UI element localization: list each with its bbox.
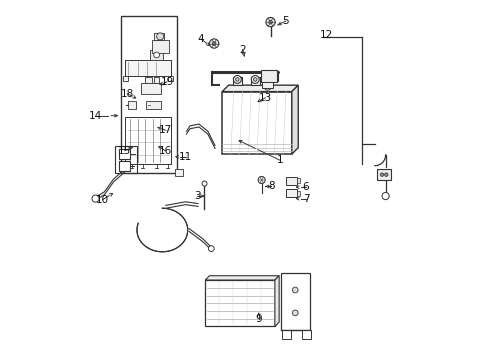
Circle shape bbox=[202, 181, 206, 186]
Circle shape bbox=[381, 193, 388, 200]
Text: 9: 9 bbox=[255, 314, 262, 324]
Text: 19: 19 bbox=[160, 77, 173, 87]
Bar bbox=[127, 102, 135, 109]
Text: 7: 7 bbox=[302, 194, 308, 203]
Text: 13: 13 bbox=[258, 93, 271, 103]
Circle shape bbox=[253, 78, 257, 81]
Bar bbox=[145, 77, 151, 83]
Bar bbox=[123, 76, 128, 81]
Circle shape bbox=[235, 78, 239, 81]
Circle shape bbox=[153, 52, 159, 58]
Bar bbox=[285, 189, 296, 197]
Text: 3: 3 bbox=[194, 191, 200, 201]
Bar bbox=[377, 169, 390, 180]
Bar bbox=[121, 16, 176, 173]
Circle shape bbox=[384, 173, 387, 176]
Text: 15: 15 bbox=[118, 146, 131, 156]
Bar bbox=[141, 83, 160, 94]
Circle shape bbox=[292, 287, 298, 293]
Circle shape bbox=[380, 173, 383, 176]
Circle shape bbox=[233, 76, 241, 84]
Text: 8: 8 bbox=[267, 181, 274, 192]
Bar bbox=[151, 40, 168, 53]
Bar bbox=[285, 177, 296, 185]
Bar bbox=[119, 161, 130, 171]
Bar bbox=[250, 77, 259, 85]
Text: 2: 2 bbox=[239, 45, 245, 55]
Bar bbox=[124, 117, 171, 164]
Bar bbox=[296, 178, 300, 183]
Bar bbox=[154, 77, 159, 83]
Text: 14: 14 bbox=[88, 111, 102, 121]
Polygon shape bbox=[205, 276, 279, 280]
Bar bbox=[281, 330, 290, 339]
Text: 1: 1 bbox=[276, 156, 283, 165]
Bar bbox=[119, 149, 130, 158]
Text: 5: 5 bbox=[282, 16, 289, 26]
Text: 12: 12 bbox=[319, 30, 333, 40]
Text: 17: 17 bbox=[158, 125, 171, 135]
Circle shape bbox=[208, 246, 214, 251]
Bar bbox=[232, 77, 242, 85]
Bar bbox=[301, 330, 310, 339]
Bar bbox=[150, 50, 163, 60]
Circle shape bbox=[212, 42, 216, 45]
Bar bbox=[296, 191, 300, 196]
Text: 11: 11 bbox=[179, 152, 192, 162]
Circle shape bbox=[251, 76, 259, 84]
Text: 18: 18 bbox=[121, 89, 134, 99]
Polygon shape bbox=[274, 276, 279, 327]
Circle shape bbox=[268, 20, 272, 24]
Text: 4: 4 bbox=[197, 34, 204, 44]
Bar bbox=[205, 280, 274, 327]
Bar bbox=[175, 169, 183, 176]
Circle shape bbox=[264, 83, 271, 90]
Bar bbox=[146, 102, 160, 109]
Circle shape bbox=[265, 18, 275, 27]
Text: 10: 10 bbox=[96, 195, 109, 204]
Bar bbox=[222, 91, 291, 154]
Bar bbox=[154, 33, 164, 40]
Bar bbox=[260, 70, 276, 82]
Text: 16: 16 bbox=[158, 146, 171, 156]
Bar bbox=[167, 76, 173, 81]
Polygon shape bbox=[222, 85, 298, 91]
Circle shape bbox=[156, 33, 163, 40]
Bar bbox=[124, 60, 171, 76]
Bar bbox=[281, 273, 309, 330]
Circle shape bbox=[292, 310, 298, 316]
Circle shape bbox=[92, 195, 99, 202]
Text: 6: 6 bbox=[302, 182, 308, 192]
Polygon shape bbox=[291, 85, 298, 154]
Circle shape bbox=[209, 39, 218, 48]
Bar bbox=[262, 82, 272, 88]
Circle shape bbox=[258, 176, 264, 184]
